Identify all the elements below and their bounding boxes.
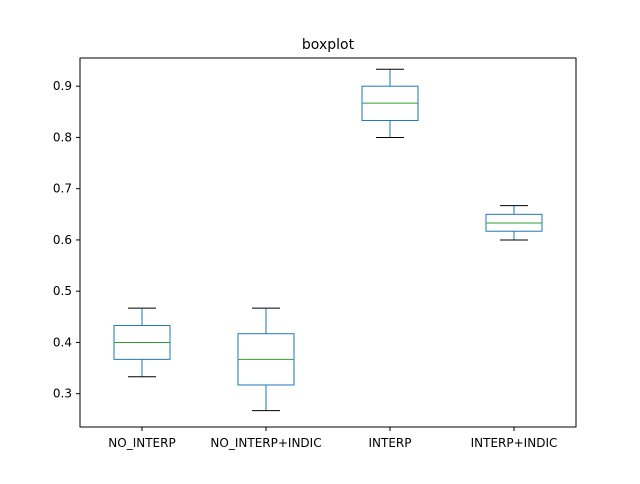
x-tick-label: INTERP+INDIC xyxy=(471,436,558,450)
x-tick-label: NO_INTERP+INDIC xyxy=(210,436,321,450)
y-tick-label: 0.4 xyxy=(53,335,72,349)
x-tick-label: NO_INTERP xyxy=(108,436,175,450)
y-tick-label: 0.7 xyxy=(53,182,72,196)
y-tick-label: 0.6 xyxy=(53,233,72,247)
x-tick-label: INTERP xyxy=(368,436,411,450)
chart-title: boxplot xyxy=(302,37,355,53)
y-tick-label: 0.5 xyxy=(53,284,72,298)
plot-area: 0.3 0.4 0.5 0.6 0.7 0.8 0.9 NO_INTERP NO_INTERP+… xyxy=(53,57,577,450)
y-tick-label: 0.8 xyxy=(53,130,72,144)
y-tick-label: 0.9 xyxy=(53,79,72,93)
y-tick-label: 0.3 xyxy=(53,387,72,401)
plot-frame xyxy=(79,57,577,428)
